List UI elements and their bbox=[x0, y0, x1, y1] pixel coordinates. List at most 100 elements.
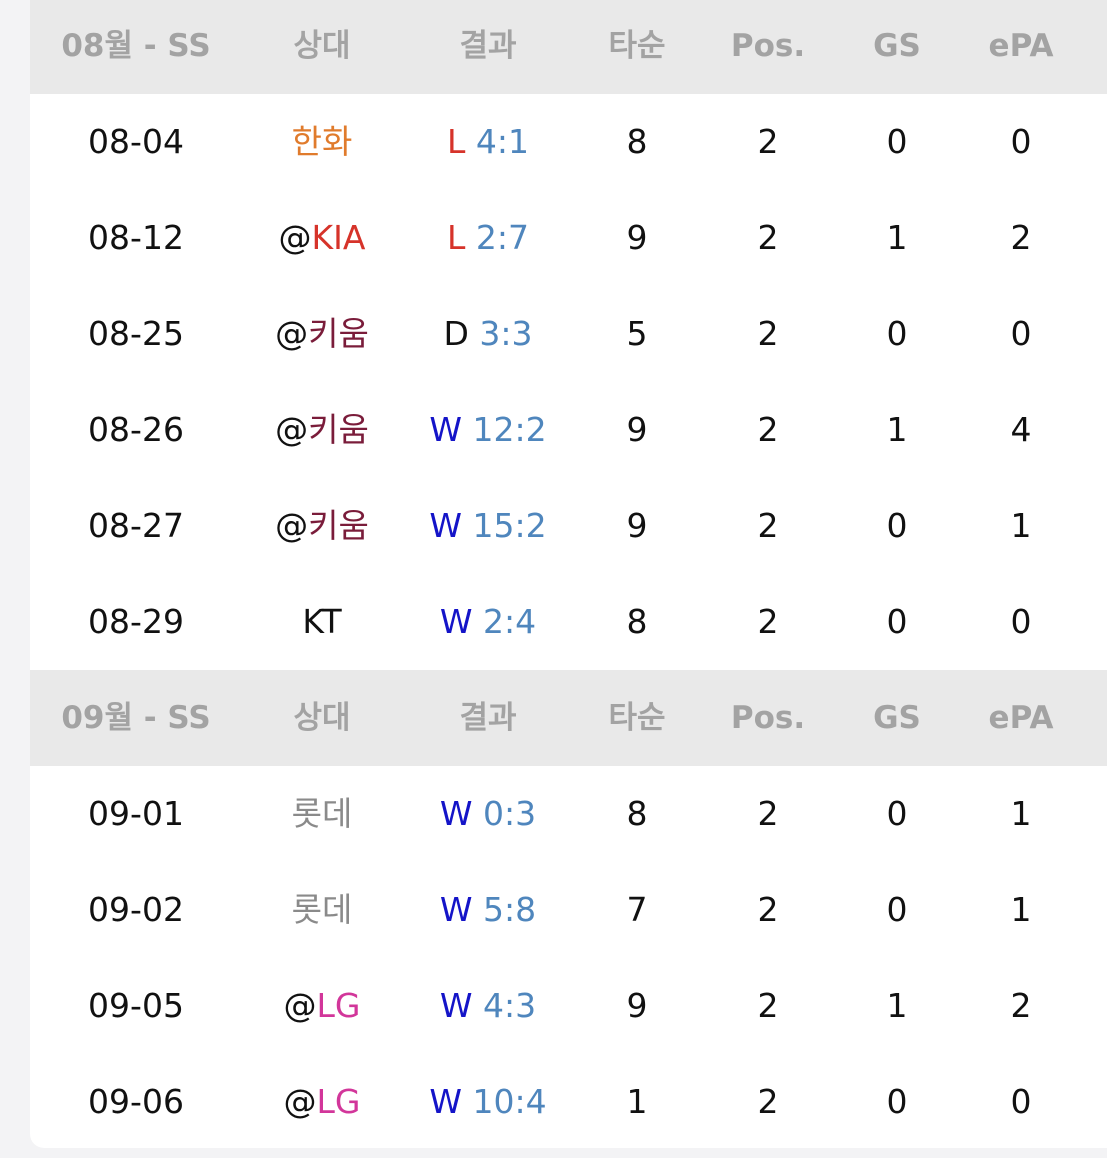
pos: 2 bbox=[757, 794, 779, 833]
pos: 2 bbox=[757, 410, 779, 449]
date: 08-12 bbox=[88, 218, 184, 257]
team: LG bbox=[316, 1082, 361, 1121]
outcome: W bbox=[439, 986, 473, 1025]
order: 8 bbox=[626, 794, 648, 833]
team: 키움 bbox=[308, 506, 369, 545]
pos: 2 bbox=[757, 1082, 779, 1121]
gs-cell: 1 bbox=[797, 958, 997, 1054]
date: 09-01 bbox=[88, 794, 184, 833]
order: 9 bbox=[626, 986, 648, 1025]
date-cell: 08-25 bbox=[36, 286, 236, 382]
game-row: 08-27 @키움 W 15:2 9 2 0 1 bbox=[30, 478, 1107, 574]
section-header: 08월 - SS 상대 결과 타순 Pos. GS ePA bbox=[30, 0, 1107, 94]
gs-cell: 0 bbox=[797, 862, 997, 958]
score: 5:8 bbox=[483, 890, 537, 929]
epa: 2 bbox=[1010, 986, 1032, 1025]
game-row: 08-04 한화 L 4:1 8 2 0 0 bbox=[30, 94, 1107, 190]
gap bbox=[462, 506, 473, 545]
date-cell: 08-27 bbox=[36, 478, 236, 574]
game-row: 09-05 @LG W 4:3 9 2 1 2 bbox=[30, 958, 1107, 1054]
game-row: 08-25 @키움 D 3:3 5 2 0 0 bbox=[30, 286, 1107, 382]
column-header: Pos. bbox=[730, 700, 806, 736]
gs: 1 bbox=[886, 218, 908, 257]
result-cell: W 0:3 bbox=[388, 766, 588, 862]
outcome: W bbox=[429, 410, 463, 449]
column-header: GS bbox=[873, 28, 921, 64]
result-cell: D 3:3 bbox=[388, 286, 588, 382]
order: 9 bbox=[626, 506, 648, 545]
section-header: 09월 - SS 상대 결과 타순 Pos. GS ePA bbox=[30, 670, 1107, 766]
gap bbox=[473, 986, 484, 1025]
epa-cell: 0 bbox=[921, 94, 1107, 190]
order-cell: 9 bbox=[537, 190, 737, 286]
order: 9 bbox=[626, 218, 648, 257]
order-cell: 9 bbox=[537, 478, 737, 574]
outcome: D bbox=[443, 314, 469, 353]
team: KT bbox=[302, 602, 342, 641]
score: 4:3 bbox=[483, 986, 537, 1025]
gap bbox=[465, 218, 476, 257]
score: 2:4 bbox=[483, 602, 537, 641]
result-cell: L 4:1 bbox=[388, 94, 588, 190]
order-cell: 1 bbox=[537, 1054, 737, 1148]
column-header: ePA bbox=[988, 700, 1054, 736]
gs: 0 bbox=[886, 122, 908, 161]
epa: 1 bbox=[1010, 506, 1032, 545]
result-cell: W 4:3 bbox=[388, 958, 588, 1054]
team: KIA bbox=[311, 218, 366, 257]
away-marker: @ bbox=[283, 986, 317, 1025]
away-marker: @ bbox=[283, 1082, 317, 1121]
epa: 4 bbox=[1010, 410, 1032, 449]
pos: 2 bbox=[757, 218, 779, 257]
gs: 1 bbox=[886, 410, 908, 449]
score: 3:3 bbox=[479, 314, 533, 353]
date: 08-26 bbox=[88, 410, 184, 449]
outcome: L bbox=[447, 122, 466, 161]
epa: 2 bbox=[1010, 218, 1032, 257]
gs-cell: 0 bbox=[797, 1054, 997, 1148]
gap bbox=[473, 602, 484, 641]
pos: 2 bbox=[757, 506, 779, 545]
epa-cell: 1 bbox=[921, 862, 1107, 958]
epa-cell: 0 bbox=[921, 1054, 1107, 1148]
game-row: 09-02 롯데 W 5:8 7 2 0 1 bbox=[30, 862, 1107, 958]
epa: 0 bbox=[1010, 1082, 1032, 1121]
column-header: 결과 bbox=[459, 28, 517, 64]
result-cell: W 12:2 bbox=[388, 382, 588, 478]
pos: 2 bbox=[757, 122, 779, 161]
epa-cell: 2 bbox=[921, 958, 1107, 1054]
order: 9 bbox=[626, 410, 648, 449]
opponent-cell: @키움 bbox=[222, 382, 422, 478]
opponent-cell: KT bbox=[222, 574, 422, 670]
gs-cell: 0 bbox=[797, 766, 997, 862]
gs-cell: 1 bbox=[797, 190, 997, 286]
pos-cell: 2 bbox=[668, 958, 868, 1054]
gs: 0 bbox=[886, 794, 908, 833]
away-marker: @ bbox=[275, 314, 309, 353]
game-row: 08-29 KT W 2:4 8 2 0 0 bbox=[30, 574, 1107, 670]
column-header: GS bbox=[873, 700, 921, 736]
score: 2:7 bbox=[475, 218, 529, 257]
column-header: 09월 - SS bbox=[61, 700, 211, 736]
pos: 2 bbox=[757, 314, 779, 353]
column-header: ePA bbox=[988, 28, 1054, 64]
away-marker: @ bbox=[278, 218, 312, 257]
date: 09-06 bbox=[88, 1082, 184, 1121]
result-cell: W 2:4 bbox=[388, 574, 588, 670]
opponent-cell: @LG bbox=[222, 1054, 422, 1148]
gs: 0 bbox=[886, 602, 908, 641]
opponent-cell: 한화 bbox=[222, 94, 422, 190]
pos: 2 bbox=[757, 602, 779, 641]
opponent-cell: 롯데 bbox=[222, 862, 422, 958]
gs: 1 bbox=[886, 986, 908, 1025]
gs-cell: 0 bbox=[797, 286, 997, 382]
date: 08-25 bbox=[88, 314, 184, 353]
gap bbox=[473, 890, 484, 929]
score: 12:2 bbox=[472, 410, 547, 449]
pos-cell: 2 bbox=[668, 862, 868, 958]
column-header: Pos. bbox=[730, 28, 806, 64]
gap bbox=[473, 794, 484, 833]
gs: 0 bbox=[886, 890, 908, 929]
column-header: 상대 bbox=[293, 28, 351, 64]
